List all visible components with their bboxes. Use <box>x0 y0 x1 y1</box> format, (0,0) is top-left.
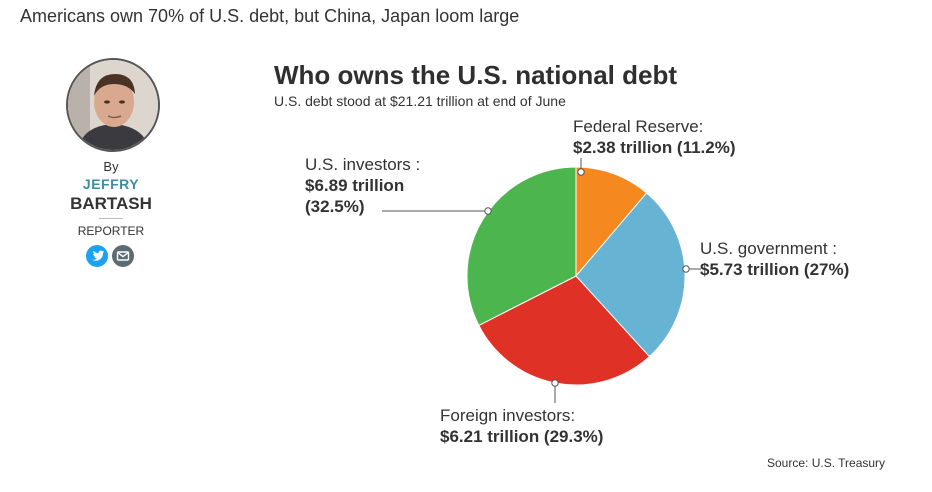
chart-title: Who owns the U.S. national debt <box>274 60 677 90</box>
label-us-investors-name: U.S. investors : <box>305 155 421 174</box>
label-foreign-investors: Foreign investors: $6.21 trillion (29.3%… <box>440 405 603 447</box>
label-foreign-investors-value: $6.21 trillion (29.3%) <box>440 427 604 446</box>
label-us-government-value: $5.73 trillion (27%) <box>700 260 850 279</box>
slice-us-government[interactable] <box>575 192 686 358</box>
chart-source: Source: U.S. Treasury <box>767 456 886 470</box>
leader-federal-reserve-dot <box>577 168 585 176</box>
label-us-investors-value-1: $6.89 trillion <box>305 176 405 195</box>
label-us-investors-value-2: (32.5%) <box>305 197 365 216</box>
leader-us-government-dot <box>682 265 690 273</box>
leader-foreign-investors-dot <box>551 379 559 387</box>
label-federal-reserve-name: Federal Reserve: <box>573 117 704 136</box>
avatar[interactable] <box>66 58 160 152</box>
chart-subtitle: U.S. debt stood at $21.21 trillion at en… <box>274 93 566 109</box>
label-us-government: U.S. government : $5.73 trillion (27%) <box>700 238 849 280</box>
slice-us-investors[interactable] <box>466 166 577 327</box>
author-role: REPORTER <box>77 224 145 238</box>
email-icon[interactable] <box>112 245 134 267</box>
leader-us-investors-dot <box>484 207 492 215</box>
label-foreign-investors-name: Foreign investors: <box>440 406 576 425</box>
byline-prefix: By <box>103 159 119 174</box>
twitter-icon[interactable] <box>86 245 108 267</box>
label-federal-reserve-value: $2.38 trillion (11.2%) <box>573 138 736 157</box>
page-headline: Americans own 70% of U.S. debt, but Chin… <box>20 6 520 26</box>
author-last-name[interactable]: BARTASH <box>70 194 152 213</box>
author-divider <box>99 218 123 219</box>
label-us-government-name: U.S. government : <box>700 239 838 258</box>
label-us-investors: U.S. investors : $6.89 trillion (32.5%) <box>305 154 420 217</box>
label-federal-reserve: Federal Reserve: $2.38 trillion (11.2%) <box>573 116 736 158</box>
slice-federal-reserve[interactable] <box>575 166 648 278</box>
avatar-portrait <box>68 60 158 150</box>
author-first-name[interactable]: JEFFRY <box>82 176 140 192</box>
